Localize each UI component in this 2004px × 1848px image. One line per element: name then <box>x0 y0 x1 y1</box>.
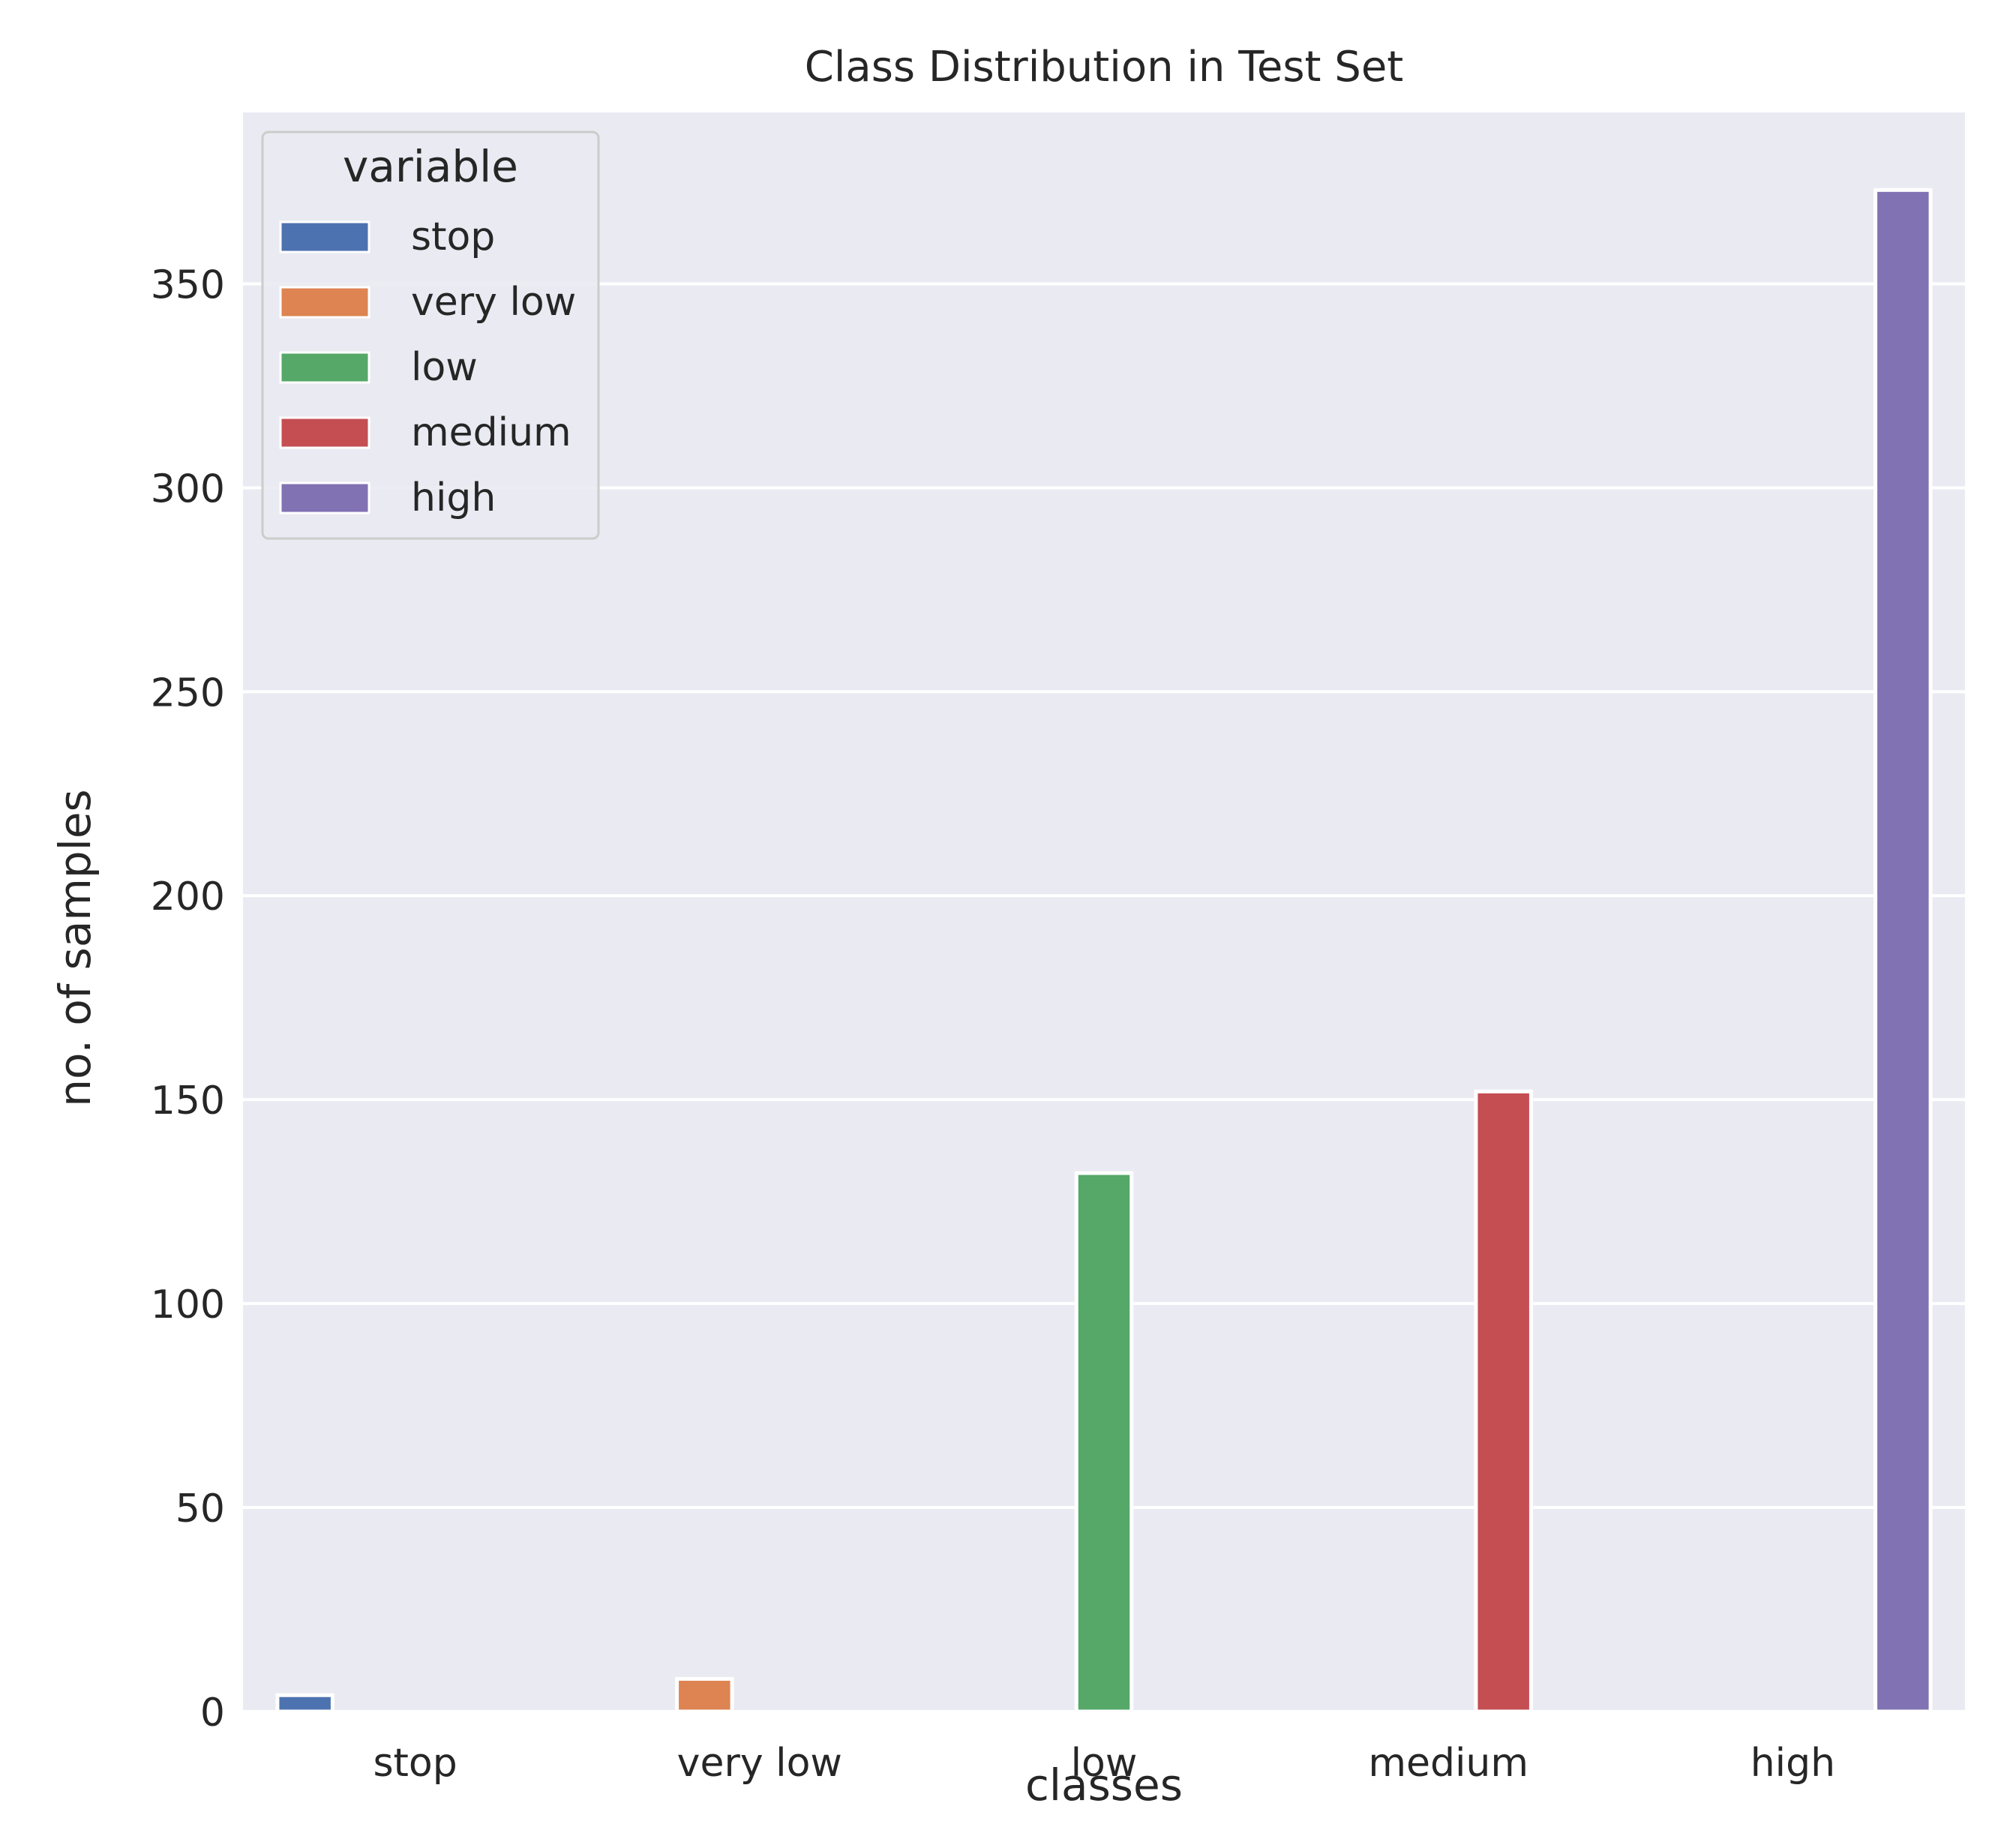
x-axis-label: classes <box>1025 1760 1183 1810</box>
bar <box>1874 188 1933 1714</box>
y-tick-label: 150 <box>151 1078 225 1124</box>
chart-title: Class Distribution in Test Set <box>805 43 1404 92</box>
bar <box>675 1676 734 1714</box>
x-tick-labels: stop very low low medium high <box>373 1741 1835 1786</box>
legend-label: medium <box>411 410 572 455</box>
legend-label: very low <box>411 280 576 325</box>
legend-swatch <box>279 482 370 514</box>
y-tick-label: 50 <box>176 1486 225 1532</box>
bar <box>1074 1171 1134 1714</box>
legend-title: variable <box>343 141 518 192</box>
legend-swatch <box>279 416 370 449</box>
y-tick-labels: 0 50 100 150 200 250 300 350 <box>151 262 225 1736</box>
legend: variable stop very low low medium high <box>261 130 600 540</box>
legend-swatch <box>279 351 370 384</box>
bar <box>1474 1089 1533 1714</box>
x-tick-label: stop <box>373 1741 457 1786</box>
y-tick-label: 0 <box>200 1690 225 1736</box>
legend-label: stop <box>411 214 495 260</box>
y-tick-label: 100 <box>151 1282 225 1328</box>
legend-label: high <box>411 476 496 520</box>
y-tick-label: 350 <box>151 262 225 308</box>
x-tick-label: medium <box>1368 1741 1528 1786</box>
legend-swatch <box>279 286 370 319</box>
y-tick-label: 300 <box>151 466 225 512</box>
legend-swatch <box>279 220 370 254</box>
bars <box>275 188 1933 1714</box>
y-tick-label: 250 <box>151 670 225 716</box>
y-axis-label: no. of samples <box>50 789 100 1107</box>
legend-label: low <box>411 345 478 390</box>
x-tick-label: very low <box>677 1741 842 1786</box>
x-tick-label: low <box>1071 1741 1138 1786</box>
x-tick-label: high <box>1750 1741 1835 1786</box>
y-tick-label: 200 <box>151 874 225 920</box>
bar <box>275 1693 334 1714</box>
